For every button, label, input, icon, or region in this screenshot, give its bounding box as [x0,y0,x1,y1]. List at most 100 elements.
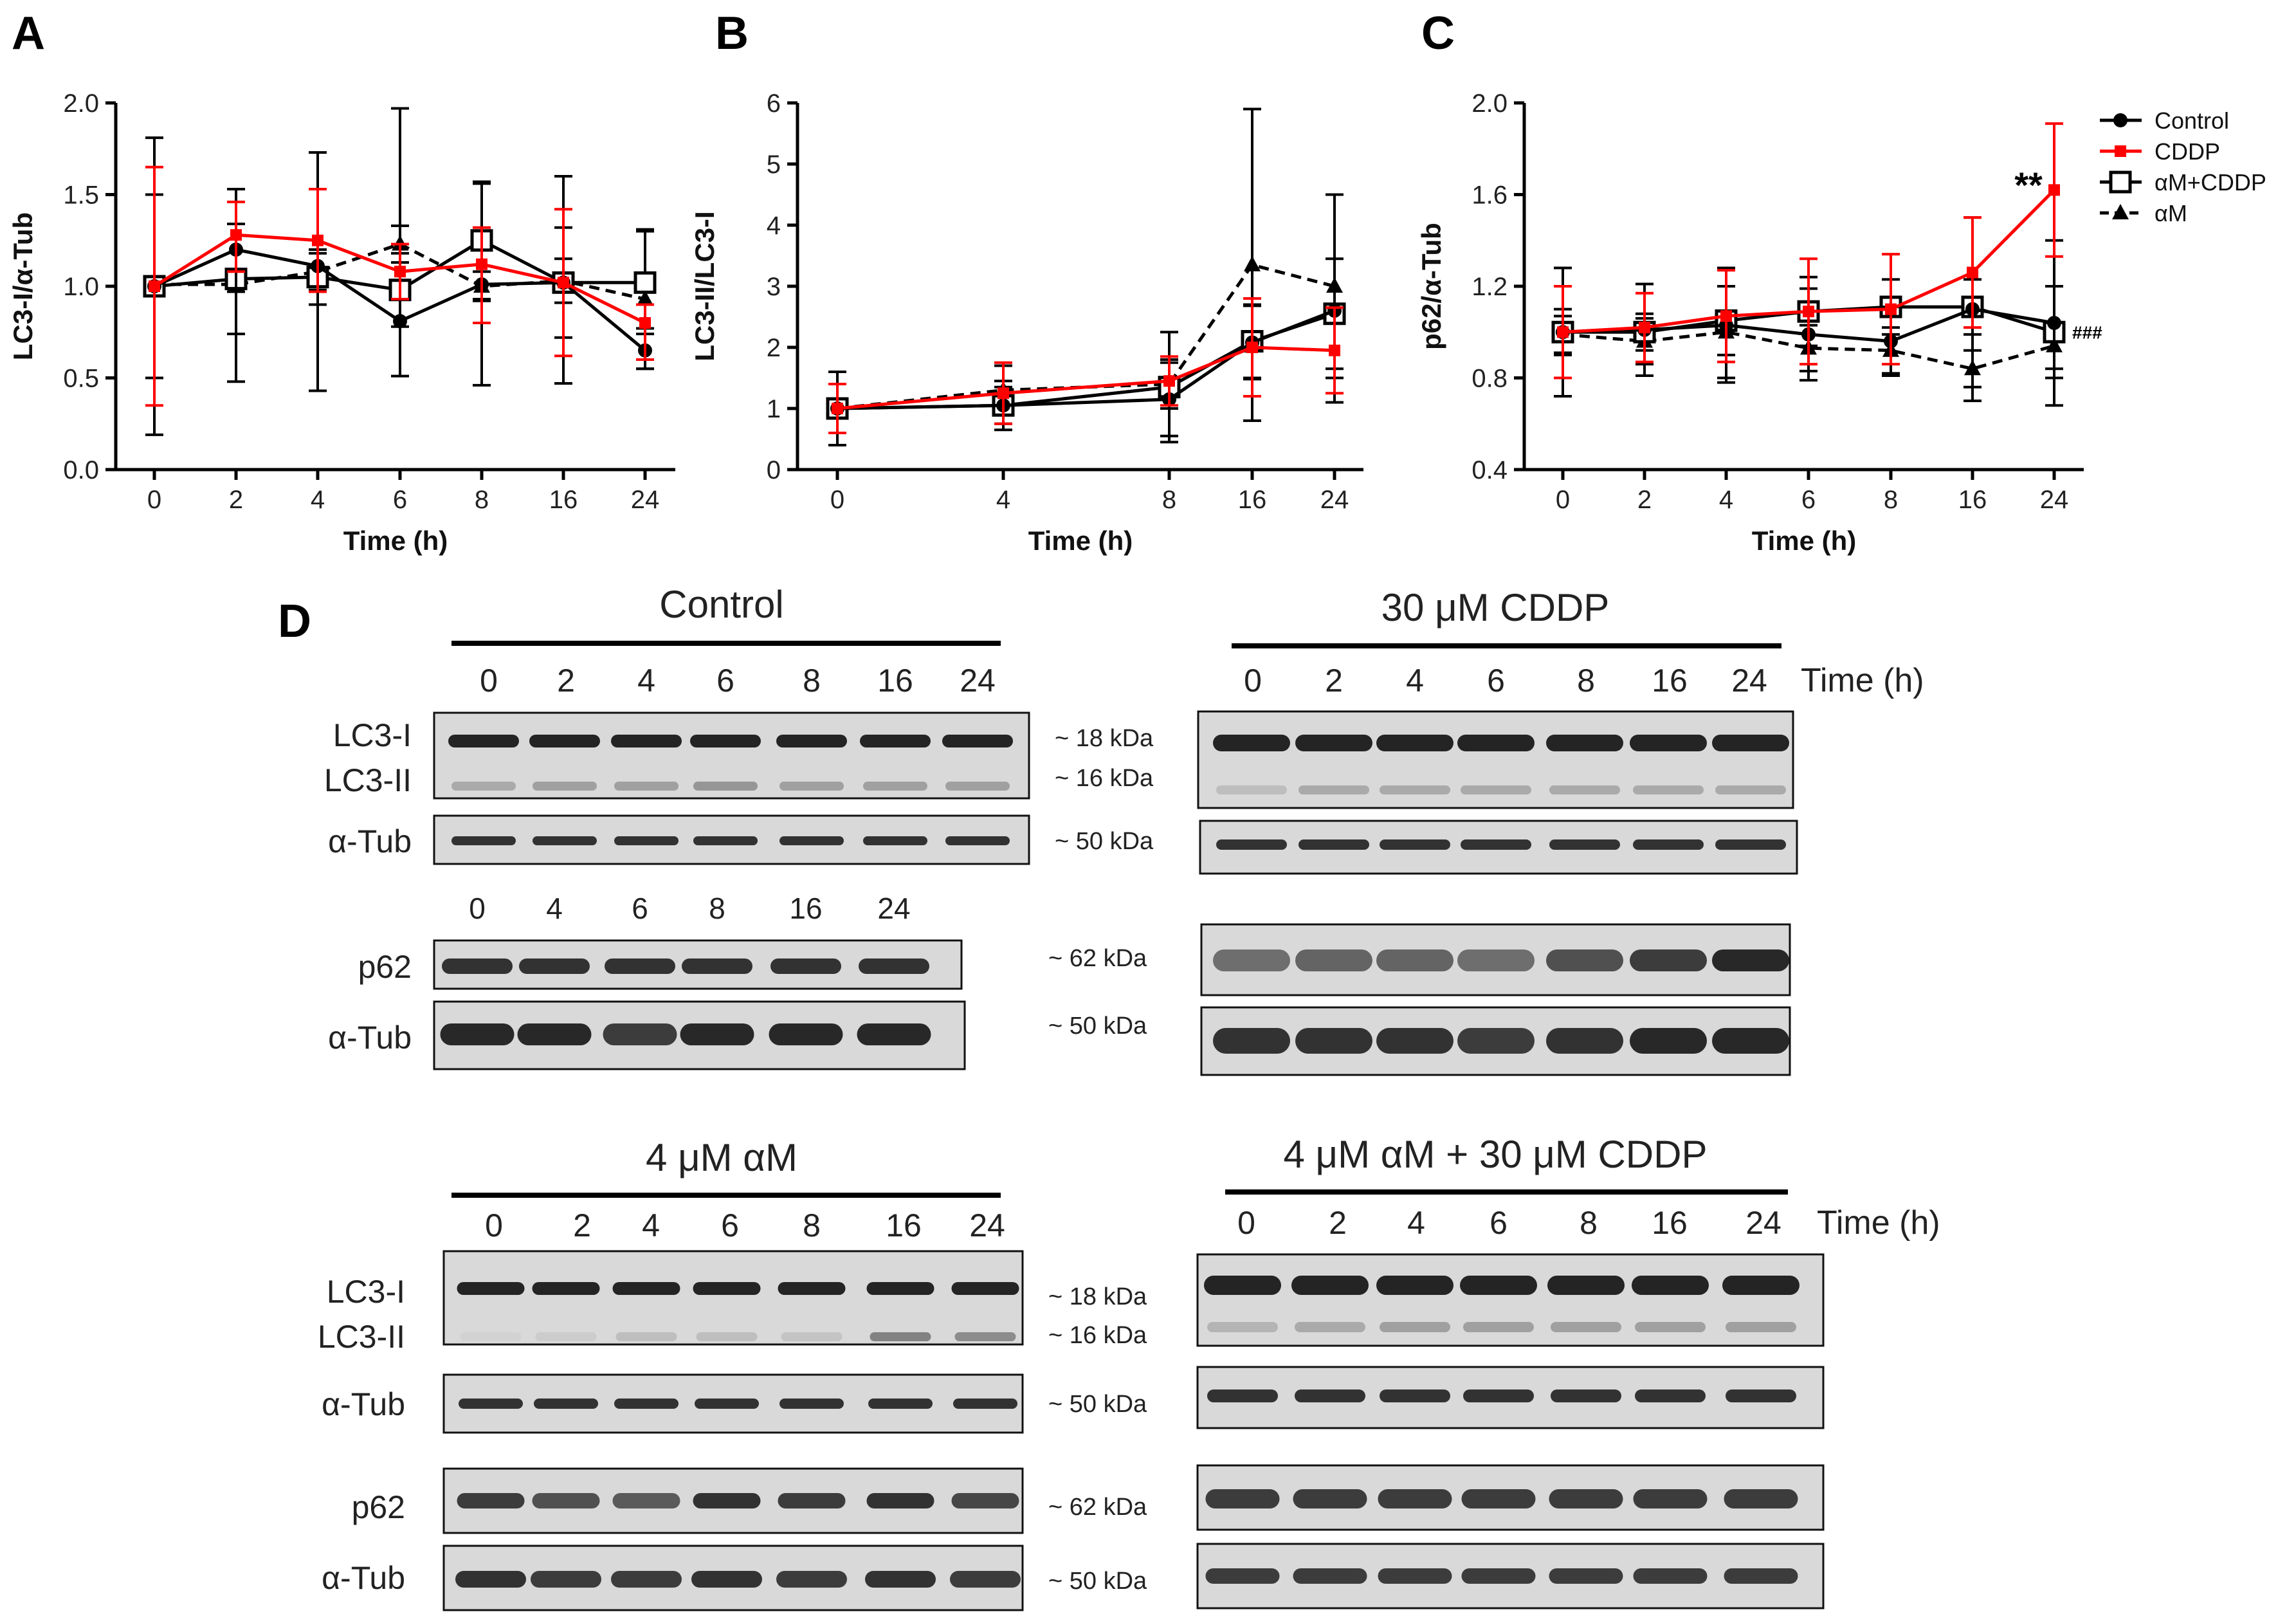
band-am-cddp-tub2 [1205,1568,1280,1584]
panel-b-xtick-label: 0 [830,486,844,514]
panel-b-xtick-label: 8 [1162,486,1176,514]
band-control-p62 [442,958,513,974]
panel-c-ylabel: p62/α-Tub [1416,223,1446,350]
lane-label: 0 [469,892,486,925]
lane-label: 0 [1244,663,1262,699]
band-cddp-tub2 [1295,1028,1372,1054]
lane-label: 2 [573,1207,591,1243]
significance-stars: ** [2014,165,2043,205]
lane-label: 0 [480,663,498,699]
band-control-tub [779,836,844,845]
band-am-cddp-lc3i [1547,1276,1625,1295]
band-am-tub2 [865,1571,936,1588]
time-label-bottom: Time (h) [1817,1204,1940,1242]
band-am-cddp-tub2 [1293,1568,1367,1584]
band-am-cddp-p62 [1205,1489,1280,1508]
panel-c-cddp-point [1639,322,1650,334]
band-am-cddp-tub [1295,1389,1365,1402]
band-am-cddp-lc3i [1722,1276,1799,1295]
band-am-cddp-lc3ii [1551,1322,1621,1332]
panel-c-xtick-label: 0 [1556,486,1570,514]
panel-b-ylabel: LC3-II/LC3-I [689,211,720,361]
panel-a-cddp-point [312,234,323,246]
row-label-am-tub2: α-Tub [322,1560,405,1596]
panel-b-ytick-label: 1 [767,395,781,423]
row-label-p62: p62 [358,949,412,985]
lane-label: 24 [1731,663,1767,699]
band-am-cddp-p62 [1724,1489,1798,1508]
band-control-lc3i [611,735,682,747]
lane-label: 4 [642,1207,660,1243]
band-am-cddp-lc3i [1204,1276,1281,1295]
blot-am-cddp: 4 μM αM + 30 μM CDDP 0 2 4 6 8 16 24 Time (h) [1225,1133,1940,1242]
band-am-tub [868,1398,933,1409]
panel-b-xtick-label: 4 [996,486,1010,514]
band-am-cddp-tub [1551,1389,1621,1402]
panel-b-control-line [837,309,1335,410]
panel-a-ytick-label: 1.0 [63,273,99,301]
band-am-p62 [457,1493,525,1508]
panel-c-xlabel: Time (h) [1752,526,1857,556]
significance-hash: ### [2072,322,2102,342]
lane-label: 16 [789,892,822,925]
band-control-lc3i [776,735,847,747]
band-control-p62 [859,958,929,974]
band-cddp-lc3ii [1549,785,1620,794]
band-am-tub [614,1398,679,1409]
band-cddp-lc3i [1376,735,1453,751]
lane-label: 24 [969,1207,1005,1243]
lane-label: 16 [1652,663,1688,699]
band-am-cddp-lc3i [1291,1276,1369,1295]
row-label-am-p62: p62 [352,1489,405,1525]
panel-c-xtick-label: 16 [1958,486,1987,514]
blot-images [433,710,1825,1611]
band-am-tub2 [455,1571,526,1588]
band-am-cddp-lc3ii [1295,1322,1365,1332]
band-am-p62 [532,1493,600,1508]
band-am-lc3ii [615,1332,677,1341]
band-am-cddp-tub [1463,1389,1534,1402]
blot-control-lanes: 0 2 4 6 8 16 24 [480,663,996,699]
band-am-lc3i [532,1282,600,1295]
band-cddp-lc3ii [1715,785,1786,794]
mw-62-bot: ~ 62 kDa [1048,1494,1147,1521]
panel-b-cddp-point [1163,375,1175,387]
panel-b-ytick-label: 6 [767,89,781,118]
band-am-tub2 [776,1571,847,1588]
band-control-lc3ii [614,782,679,791]
band-cddp-lc3ii [1633,785,1704,794]
band-cddp-tub2 [1630,1028,1707,1054]
band-control-tub [451,836,516,845]
band-am-cddp-tub2 [1724,1568,1798,1584]
blot-am-cddp-title: 4 μM αM + 30 μM CDDP [1284,1133,1708,1176]
panel-b-ytick-label: 2 [767,334,781,362]
band-control-p62 [682,958,752,974]
legend-marker [2112,204,2129,219]
band-am-cddp-lc3i [1376,1276,1453,1295]
band-cddp-tub [1715,839,1786,850]
band-cddp-tub2 [1457,1028,1535,1054]
band-am-p62 [866,1493,934,1508]
blot-control-p62-lanes: 0 4 6 8 16 24 [469,892,910,925]
band-cddp-tub2 [1546,1028,1623,1054]
blot-cddp: 30 μM CDDP 0 2 4 6 8 16 24 Time (h) [1232,586,1924,699]
row-label-tub: α-Tub [328,823,412,859]
band-am-cddp-tub [1207,1389,1278,1402]
band-control-tub2 [857,1023,931,1045]
row-label-lc3i: LC3-I [333,717,412,753]
band-control-tub2 [680,1023,754,1045]
lane-label: 24 [877,892,910,925]
band-am-cddp-lc3ii [1207,1322,1278,1332]
band-cddp-tub [1549,839,1620,850]
panel-a-xtick-label: 16 [549,486,578,514]
band-cddp-tub [1380,839,1450,850]
legend-marker [2109,170,2132,194]
panel-a-cddp-point [149,280,160,292]
band-cddp-p62 [1630,949,1707,971]
band-control-tub [614,836,679,845]
band-cddp-p62 [1457,949,1535,971]
panel-b-xtick-label: 24 [1320,486,1349,514]
legend-marker [2115,145,2126,157]
band-control-tub2 [440,1023,515,1045]
band-control-lc3ii [945,782,1010,791]
